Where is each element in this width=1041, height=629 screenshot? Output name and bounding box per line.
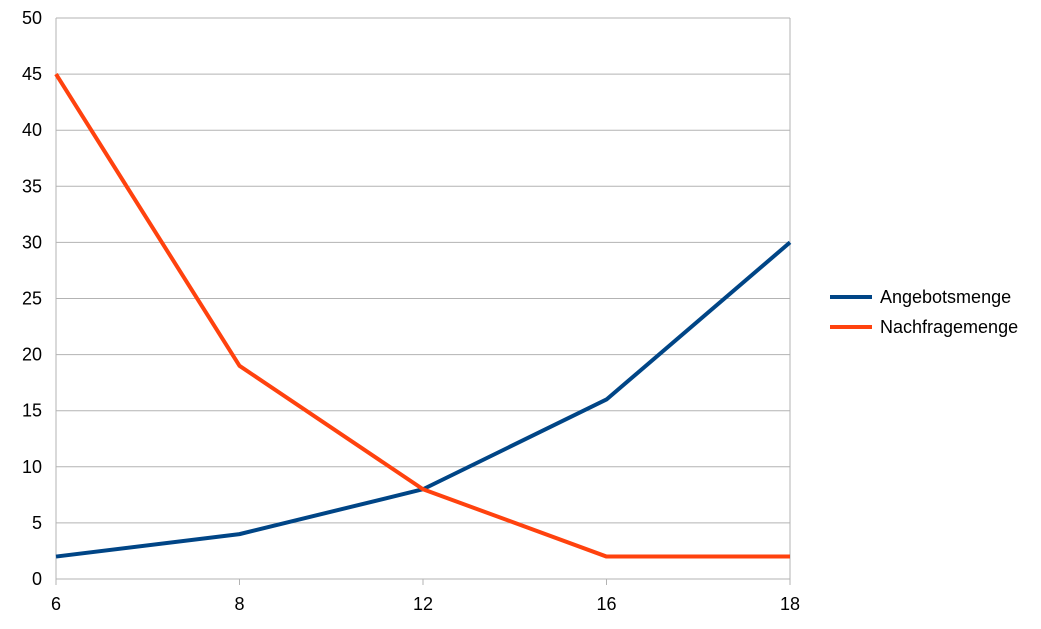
legend: Angebotsmenge Nachfragemenge	[830, 287, 1018, 337]
y-tick-label: 35	[22, 176, 42, 196]
x-tick-label: 6	[51, 594, 61, 614]
legend-label: Nachfragemenge	[880, 317, 1018, 337]
y-tick-label: 50	[22, 8, 42, 28]
grid-lines	[56, 17, 790, 580]
x-tick-label: 8	[234, 594, 244, 614]
y-tick-label: 30	[22, 232, 42, 252]
y-tick-label: 5	[32, 513, 42, 533]
y-axis-labels: 0 5 10 15 20 25 30 35 40 45 50	[22, 8, 42, 589]
x-tick-label: 18	[780, 594, 800, 614]
series-line-nachfragemenge	[54, 73, 790, 559]
y-tick-label: 40	[22, 120, 42, 140]
y-tick-label: 10	[22, 457, 42, 477]
y-tick-label: 0	[32, 569, 42, 589]
legend-label: Angebotsmenge	[880, 287, 1011, 307]
y-tick-label: 25	[22, 289, 42, 309]
x-tick-label: 12	[413, 594, 433, 614]
plot-area	[55, 18, 791, 579]
x-tick-label: 16	[596, 594, 616, 614]
y-tick-label: 20	[22, 345, 42, 365]
x-axis-labels: 6 8 12 16 18	[51, 579, 800, 614]
series-lines	[54, 73, 792, 559]
series-line-angebotsmenge	[55, 240, 792, 559]
y-tick-label: 15	[22, 401, 42, 421]
y-tick-label: 45	[22, 64, 42, 84]
